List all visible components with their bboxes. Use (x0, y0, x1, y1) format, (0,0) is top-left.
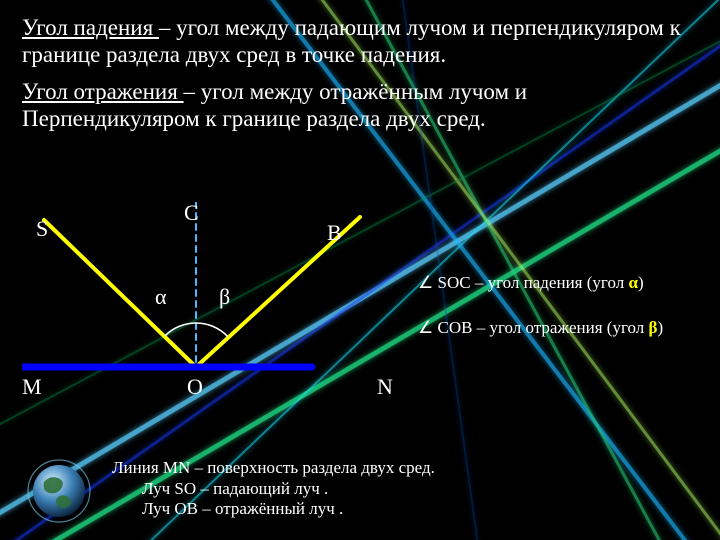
definition-reflection: Угол отражения – угол между отражённым л… (22, 78, 698, 132)
label-N: N (377, 374, 393, 400)
diagram-area: S C B α β M O N (22, 202, 522, 462)
label-O: O (187, 374, 203, 400)
definition-incidence: Угол падения – угол между падающим лучом… (22, 14, 698, 68)
label-beta: β (219, 284, 230, 310)
globe-icon (26, 458, 92, 524)
footer-legend: Линия MN – поверхность раздела двух сред… (112, 458, 435, 520)
term-incidence: Угол падения (22, 15, 159, 40)
label-B: B (327, 220, 342, 246)
slide-root: Угол падения – угол между падающим лучом… (0, 0, 720, 540)
diagram-svg (22, 202, 522, 462)
angle-soc-close: ) (638, 273, 644, 292)
footer-line-2: Луч SO – падающий луч . (112, 479, 435, 500)
footer-line-1: Линия MN – поверхность раздела двух сред… (112, 458, 435, 479)
definitions-block: Угол падения – угол между падающим лучом… (0, 0, 720, 133)
footer-line-3: Луч OB – отражённый луч . (112, 499, 435, 520)
angle-cob-close: ) (658, 318, 664, 337)
angle-soc-alpha: α (628, 273, 638, 292)
label-alpha: α (155, 284, 167, 310)
label-M: M (22, 374, 42, 400)
term-reflection: Угол отражения (22, 79, 184, 104)
label-S: S (36, 216, 48, 242)
label-C: C (184, 200, 199, 226)
angle-cob-beta: β (649, 318, 658, 337)
